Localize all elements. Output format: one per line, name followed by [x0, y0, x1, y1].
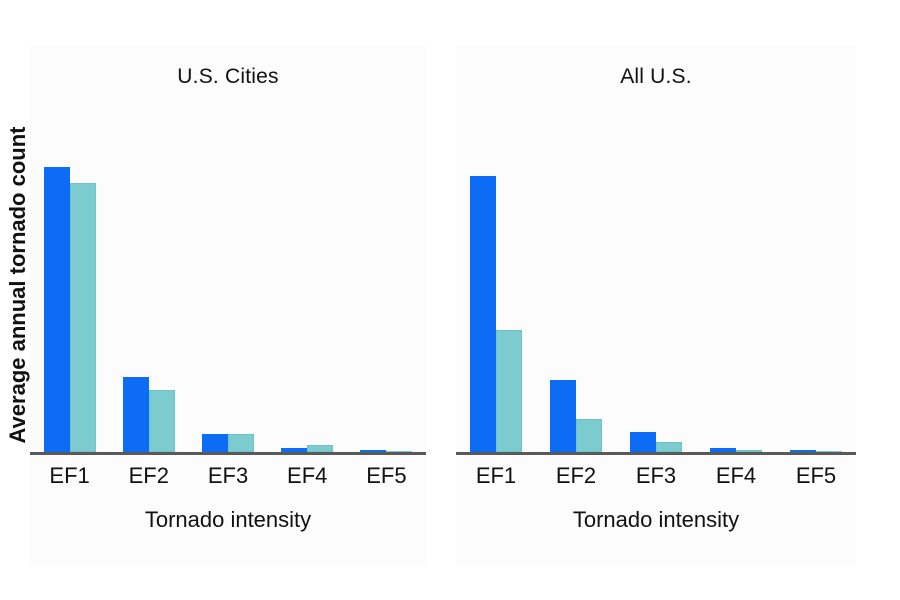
plot-area-all-us	[456, 110, 856, 455]
bar-group	[696, 110, 776, 452]
bar	[43, 167, 70, 452]
bar-group	[347, 110, 426, 452]
x-tick-label: EF4	[715, 463, 757, 488]
x-axis-title-us-cities: Tornado intensity	[144, 507, 312, 532]
bar	[202, 434, 228, 452]
bar-group-container-all-us	[456, 110, 856, 452]
bar	[281, 448, 308, 452]
bar-group	[188, 110, 267, 452]
bar-group	[456, 110, 536, 452]
x-axis-title-all-us: Tornado intensity	[572, 507, 740, 532]
bar-group	[268, 110, 347, 452]
bar	[496, 330, 522, 452]
plot-area-us-cities	[30, 110, 426, 455]
bar	[630, 432, 656, 452]
bar	[360, 450, 387, 452]
bar	[816, 451, 842, 452]
bar-group	[776, 110, 856, 452]
y-axis-title: Average annual tornado count	[5, 126, 30, 444]
x-tick-label: EF3	[207, 463, 249, 488]
bar	[386, 451, 413, 452]
bar	[656, 442, 682, 452]
bar	[228, 434, 254, 452]
bar	[307, 445, 334, 452]
x-axis-line	[30, 452, 426, 455]
bar-group	[30, 110, 109, 452]
bar-group-container-us-cities	[30, 110, 426, 452]
x-tick-labels-us-cities: EF1 EF2 EF3 EF4 EF5	[30, 463, 426, 489]
panel-title-all-us: All U.S.	[620, 65, 692, 88]
x-tick-label: EF5	[795, 463, 837, 488]
bar	[122, 377, 149, 452]
x-tick-label: EF4	[287, 463, 328, 488]
bar	[576, 418, 602, 452]
bar	[736, 450, 762, 452]
bar	[710, 448, 736, 452]
bar	[790, 450, 816, 452]
x-tick-label: EF1	[49, 463, 90, 488]
bar	[550, 380, 576, 452]
panel-title-us-cities: U.S. Cities	[177, 65, 279, 88]
panel-us-cities: U.S. Cities Average annual tornado count…	[5, 45, 426, 565]
x-tick-labels-all-us: EF1 EF2 EF3 EF4 EF5	[456, 463, 856, 489]
bar-group	[616, 110, 696, 452]
bar	[470, 175, 496, 452]
bar-group	[536, 110, 616, 452]
bar-group	[109, 110, 188, 452]
x-axis-line	[456, 452, 856, 455]
bar	[69, 183, 96, 452]
x-tick-label: EF2	[555, 463, 597, 488]
bar	[148, 390, 175, 452]
x-tick-label: EF5	[366, 463, 407, 488]
x-tick-label: EF1	[475, 463, 517, 488]
x-tick-label: EF2	[128, 463, 169, 488]
panel-all-us: All U.S. EF1 EF2 EF3 EF4 EF5 Tornado int…	[456, 45, 856, 565]
x-tick-label: EF3	[635, 463, 677, 488]
